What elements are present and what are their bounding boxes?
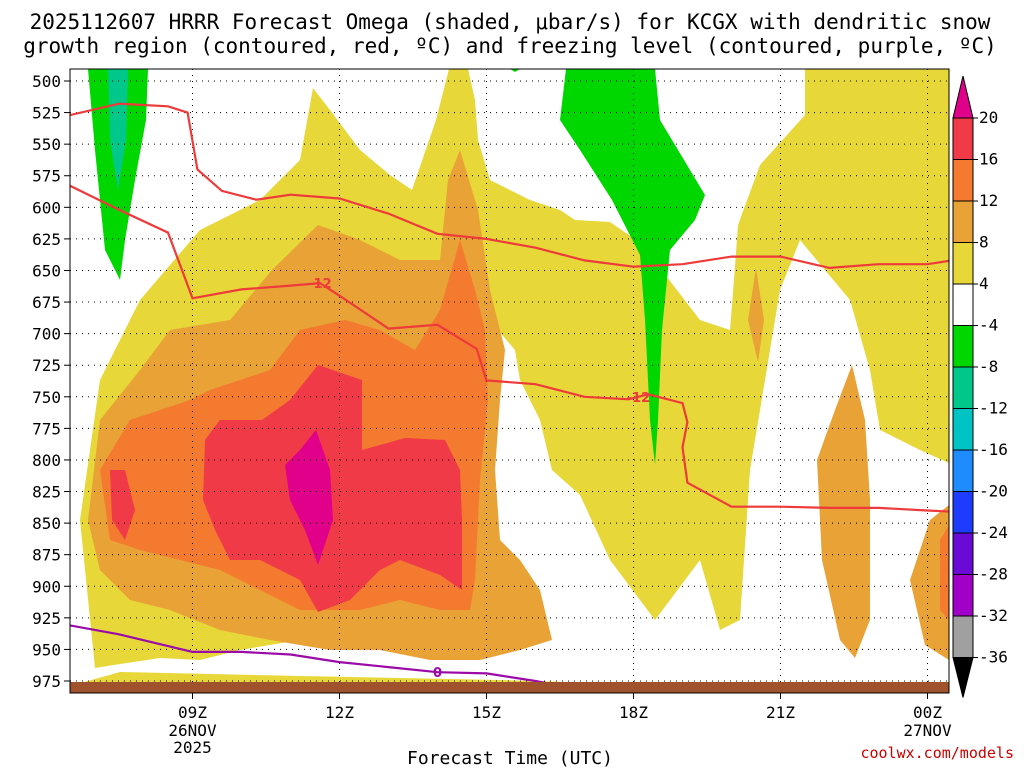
colorbar-segment <box>952 200 974 243</box>
colorbar-label: 4 <box>979 274 989 293</box>
colorbar-label: -12 <box>979 399 1008 418</box>
x-tick-sublabel: 26NOV <box>168 721 217 740</box>
colorbar-segment <box>952 117 974 160</box>
y-tick-label: 500 <box>32 72 61 91</box>
omega-band-16 <box>110 470 135 540</box>
contours: -12 -12 0 <box>70 102 949 690</box>
colorbar-segment <box>952 574 974 617</box>
colorbar-segment <box>952 615 974 658</box>
omega-band-neg-4-upper <box>510 69 520 72</box>
y-tick-label: 750 <box>32 388 61 407</box>
y-tick-label: 700 <box>32 325 61 344</box>
y-tick-label: 550 <box>32 135 61 154</box>
x-tick-label: 00Z <box>913 703 942 722</box>
y-tick-label: 825 <box>32 483 61 502</box>
colorbar-segment <box>952 325 974 368</box>
colorbar-label: -24 <box>979 523 1008 542</box>
contour-label-dgz-12-lower: -12 <box>627 391 651 406</box>
colorbar-segment <box>952 242 974 285</box>
contour-dgz-12-lower <box>70 184 949 513</box>
x-tick-sublabel: 2025 <box>173 738 212 757</box>
colorbar-segment <box>952 159 974 202</box>
y-tick-label: 925 <box>32 609 61 628</box>
colorbar-label: -32 <box>979 606 1008 625</box>
colorbar-label: -16 <box>979 440 1008 459</box>
contour-freezing-level-0 <box>70 624 575 690</box>
omega-band-12-right <box>940 525 949 620</box>
omega-band-8-upper-right <box>748 268 764 362</box>
colorbar: 20 16 12 8 4 -4 -8 -12 -16 -20 -24 -28 -32 -36 <box>952 75 1008 698</box>
plot-area: -12 -12 0 <box>70 69 949 693</box>
y-tick-label: 525 <box>32 104 61 123</box>
y-tick-label: 775 <box>32 419 61 438</box>
colorbar-segment <box>952 449 974 492</box>
x-tick-label: 09Z <box>178 703 207 722</box>
contour-dgz-12-upper <box>70 102 949 270</box>
y-tick-label: 900 <box>32 577 61 596</box>
y-tick-label: 950 <box>32 640 61 659</box>
colorbar-label: -28 <box>979 565 1008 584</box>
colorbar-label: -36 <box>979 648 1008 667</box>
colorbar-segment <box>952 408 974 451</box>
y-tick-label: 650 <box>32 261 61 280</box>
colorbar-top-triangle <box>952 75 974 119</box>
plot-frame <box>69 68 950 694</box>
omega-band-20 <box>285 430 333 565</box>
colorbar-label: 12 <box>979 191 998 210</box>
y-tick-label: 800 <box>32 451 61 470</box>
y-tick-label: 875 <box>32 546 61 565</box>
colorbar-label: -8 <box>979 357 998 376</box>
colorbar-bottom-triangle <box>952 657 974 698</box>
omega-band-neg-4-right <box>560 69 705 465</box>
y-tick-label: 850 <box>32 514 61 533</box>
colorbar-segment <box>952 532 974 575</box>
y-tick-label: 625 <box>32 230 61 249</box>
chart-title-line-1: 2025112607 HRRR Forecast Omega (shaded, … <box>30 10 991 34</box>
ground-strip <box>70 682 949 693</box>
colorbar-label: 20 <box>979 108 998 127</box>
omega-band-neg-12-left <box>108 69 128 190</box>
x-tick-label: 18Z <box>619 703 648 722</box>
x-tick-label: 21Z <box>766 703 795 722</box>
colorbar-label: -4 <box>979 316 998 335</box>
x-axis-title: Forecast Time (UTC) <box>407 748 613 768</box>
y-tick-label: 600 <box>32 198 61 217</box>
omega-band-16-main <box>203 365 462 612</box>
y-tick-label: 675 <box>32 293 61 312</box>
y-tick-label: 975 <box>32 672 61 691</box>
omega-band-8-right <box>817 365 870 658</box>
colorbar-segment <box>952 491 974 534</box>
chart-title-line-2: growth region (contoured, red, ºC) and f… <box>23 34 997 58</box>
x-tick-label: 15Z <box>472 703 501 722</box>
y-tick-label: 575 <box>32 167 61 186</box>
y-axis: 500 525 550 575 600 625 650 675 700 725 750 775 800 8… <box>32 72 70 691</box>
colorbar-label: 8 <box>979 233 989 252</box>
colorbar-segment <box>952 283 974 326</box>
credit-text: coolwx.com/models <box>860 744 1014 762</box>
y-tick-label: 725 <box>32 356 61 375</box>
omega-band-8-right-edge <box>910 505 949 660</box>
x-tick-label: 12Z <box>325 703 354 722</box>
colorbar-label: -20 <box>979 482 1008 501</box>
contour-label-dgz-12-upper: -12 <box>308 277 332 292</box>
colorbar-segment <box>952 366 974 409</box>
contour-label-freezing-level-0: 0 <box>433 666 442 681</box>
colorbar-label: 16 <box>979 150 998 169</box>
x-tick-sublabel: 27NOV <box>903 721 952 740</box>
